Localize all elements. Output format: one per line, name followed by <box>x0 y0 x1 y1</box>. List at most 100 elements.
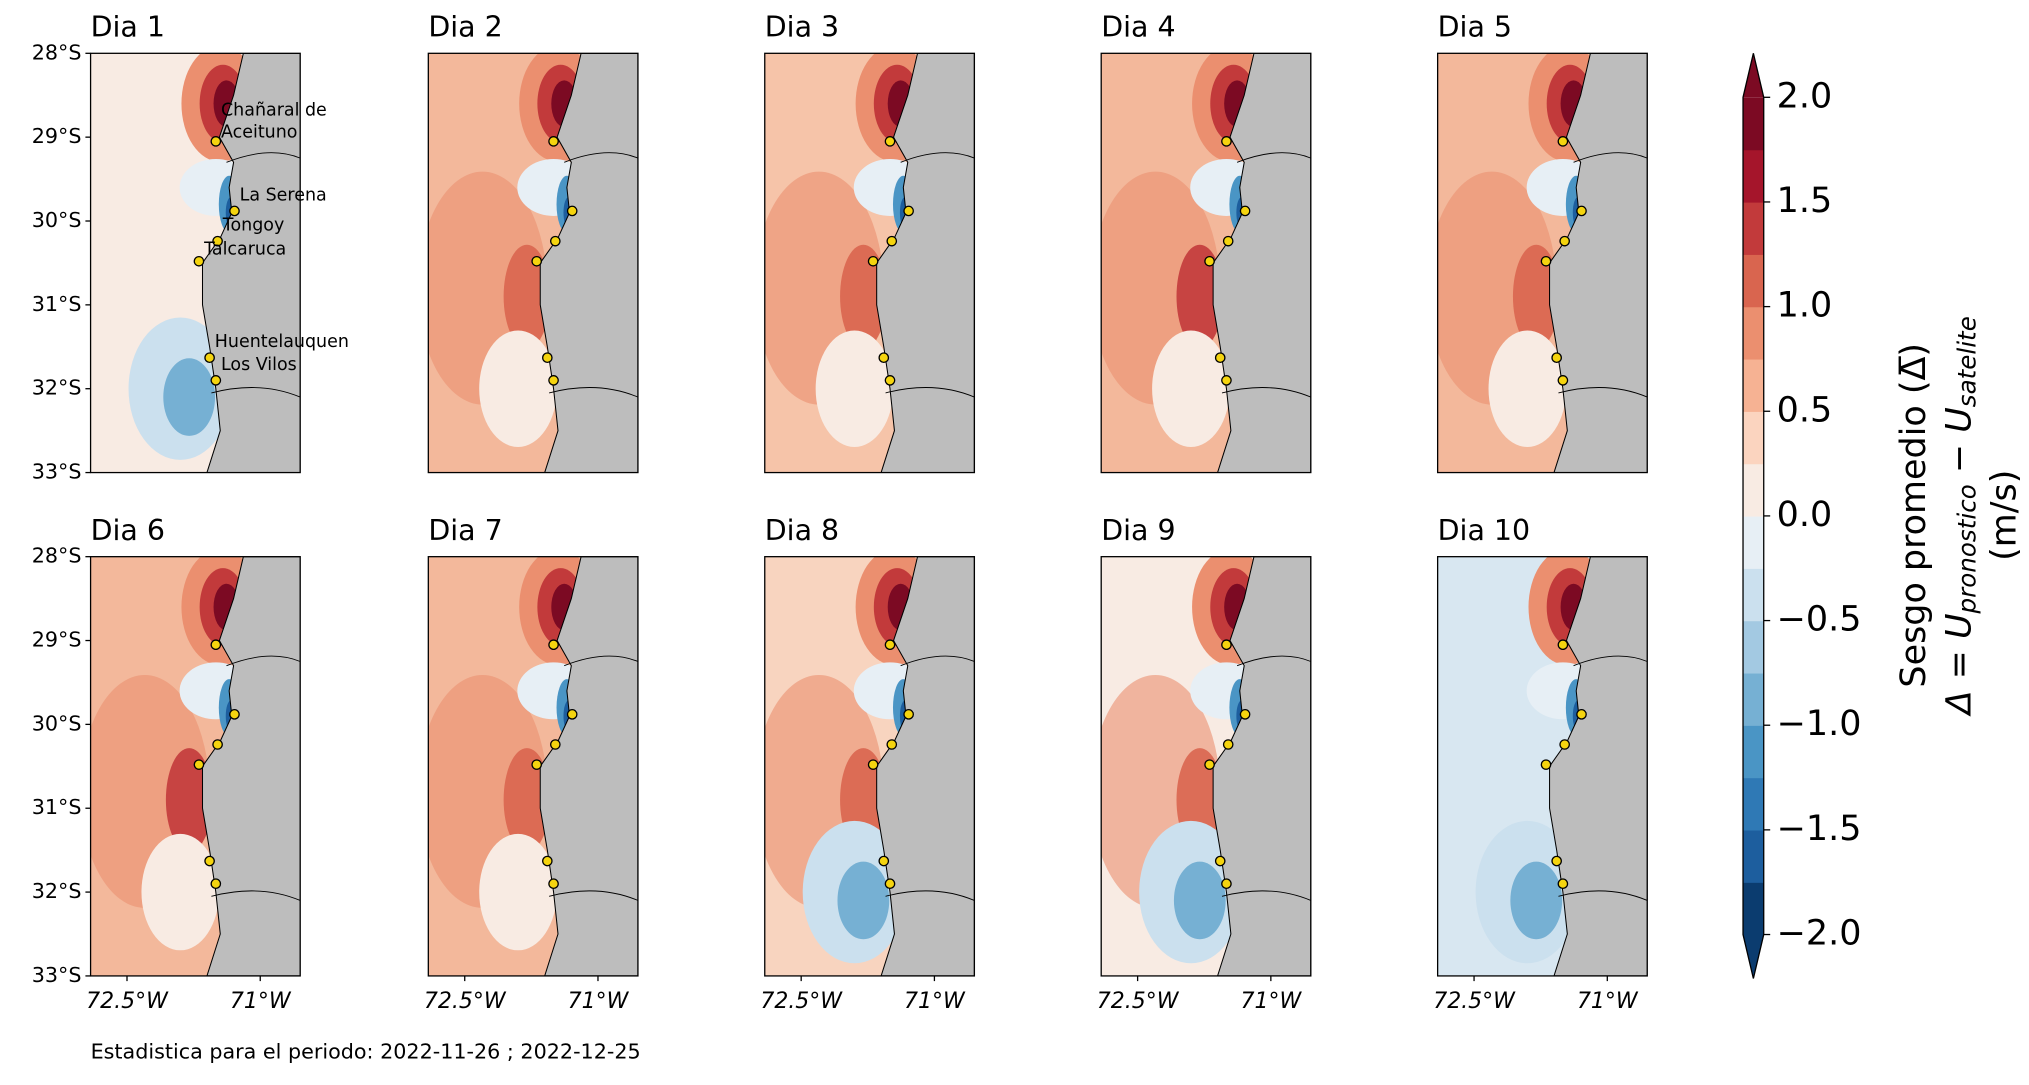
colorbar-tick-label: 0.0 <box>1777 495 1833 535</box>
field-blob <box>1176 244 1224 349</box>
border <box>885 655 975 901</box>
station <box>1239 205 1251 217</box>
x-tick-label: 72.5°W <box>1097 989 1180 1014</box>
y-tick-label: 28°S <box>32 544 82 568</box>
station <box>548 878 559 890</box>
station <box>1214 855 1226 867</box>
map-panel: Dia 2 <box>427 11 639 474</box>
station <box>210 136 222 147</box>
station <box>550 235 561 247</box>
colorbar-tick-label: −0.5 <box>1777 600 1862 640</box>
field <box>428 556 638 976</box>
border <box>211 152 301 398</box>
station <box>1221 639 1232 651</box>
colorbar-level <box>1743 149 1764 203</box>
station <box>886 739 898 750</box>
map-panel: Dia 8 72.5°W 71°W <box>760 514 976 1014</box>
y-tick-label: 33°S <box>32 460 82 484</box>
field <box>1437 556 1648 976</box>
station <box>210 878 222 890</box>
colorbar-tick-label: −2.0 <box>1777 914 1862 954</box>
station <box>867 255 879 267</box>
colorbar-tick-label: 2.0 <box>1777 76 1833 116</box>
panel-title: Dia 7 <box>428 514 502 547</box>
colorbar-label-line: Δ = Upronostico − Usatelite <box>1939 316 1981 717</box>
field-blob <box>1173 861 1226 940</box>
y-tick-label: 33°S <box>32 963 82 987</box>
panel-frame <box>1100 52 1312 474</box>
map-panel: Dia 6 28°S 29°S 30°S 31°S 32°S 33°S72.5°W 71°W <box>32 514 301 1014</box>
border <box>211 655 301 901</box>
station <box>1222 739 1234 750</box>
colorbar-level <box>1743 254 1764 308</box>
station <box>531 255 542 267</box>
station <box>212 739 223 750</box>
station <box>884 878 896 890</box>
field-blob <box>1152 330 1230 447</box>
map-panel: Dia 3 <box>764 11 976 474</box>
station <box>1576 709 1587 720</box>
map-panel: Dia 9 72.5°W 71°W <box>1097 514 1312 1014</box>
label-part: pronostico <box>1952 484 1981 614</box>
field-blob <box>141 833 220 951</box>
station <box>1214 352 1226 363</box>
station <box>212 235 223 247</box>
footnote: Estadistica para el periodo: 2022-11-26 … <box>91 1039 641 1063</box>
field <box>1101 556 1311 976</box>
map-panel: Dia 4 <box>1100 11 1312 474</box>
station <box>204 855 215 867</box>
panel-title: Dia 1 <box>91 11 165 44</box>
colorbar-level <box>1743 568 1764 622</box>
station <box>548 639 559 651</box>
field-blob <box>837 861 890 940</box>
panel-frame <box>1436 52 1648 474</box>
station <box>903 709 914 720</box>
panel-frame <box>1436 556 1648 977</box>
panel-frame <box>89 52 301 474</box>
colorbar-level <box>1743 201 1764 255</box>
x-tick-label: 72.5°W <box>424 989 507 1014</box>
station <box>193 255 205 267</box>
panel-title: Dia 9 <box>1101 514 1175 547</box>
map-panel: Dia 1 Chañaral de Aceituno La Serena Tongoy T… <box>32 11 349 484</box>
label-part: Δ = U <box>1939 613 1979 717</box>
station <box>229 205 240 217</box>
station <box>903 205 914 217</box>
colorbar-tick-label: 1.5 <box>1777 181 1833 221</box>
land <box>539 556 638 976</box>
station <box>566 205 578 217</box>
colorbar-level <box>1743 306 1764 360</box>
x-tick-label: 72.5°W <box>86 989 169 1014</box>
panel-title: Dia 2 <box>428 11 502 44</box>
x-tick-label: 71°W <box>568 989 630 1014</box>
field <box>1101 53 1311 473</box>
station <box>1222 235 1234 247</box>
station <box>531 759 542 770</box>
station-label: Los Vilos <box>221 355 297 375</box>
panel-frame <box>764 556 976 977</box>
colorbar-tick-label: 1.0 <box>1777 286 1833 326</box>
panel-frame <box>427 556 639 977</box>
colorbar-label-line: (m/s) <box>1985 470 2025 561</box>
label-part: − U <box>1939 407 1979 484</box>
station <box>1551 855 1562 867</box>
colorbar-level <box>1743 463 1764 517</box>
station <box>878 352 890 363</box>
border <box>549 152 638 398</box>
station <box>1557 136 1569 147</box>
field-blob <box>503 748 551 852</box>
station <box>1557 639 1569 651</box>
station-label: La Serena <box>240 185 327 205</box>
panel-frame <box>427 52 639 474</box>
field <box>764 556 975 976</box>
colorbar-level <box>1743 829 1764 883</box>
map-panel: Dia 7 72.5°W 71°W <box>424 514 639 1014</box>
colorbar-level <box>1743 358 1764 412</box>
land <box>201 556 301 976</box>
station <box>1204 255 1215 267</box>
station <box>867 759 879 770</box>
colorbar-level <box>1743 411 1764 465</box>
station-label: Talcaruca <box>203 240 286 260</box>
field-blob <box>1488 330 1567 447</box>
station <box>1576 205 1587 217</box>
